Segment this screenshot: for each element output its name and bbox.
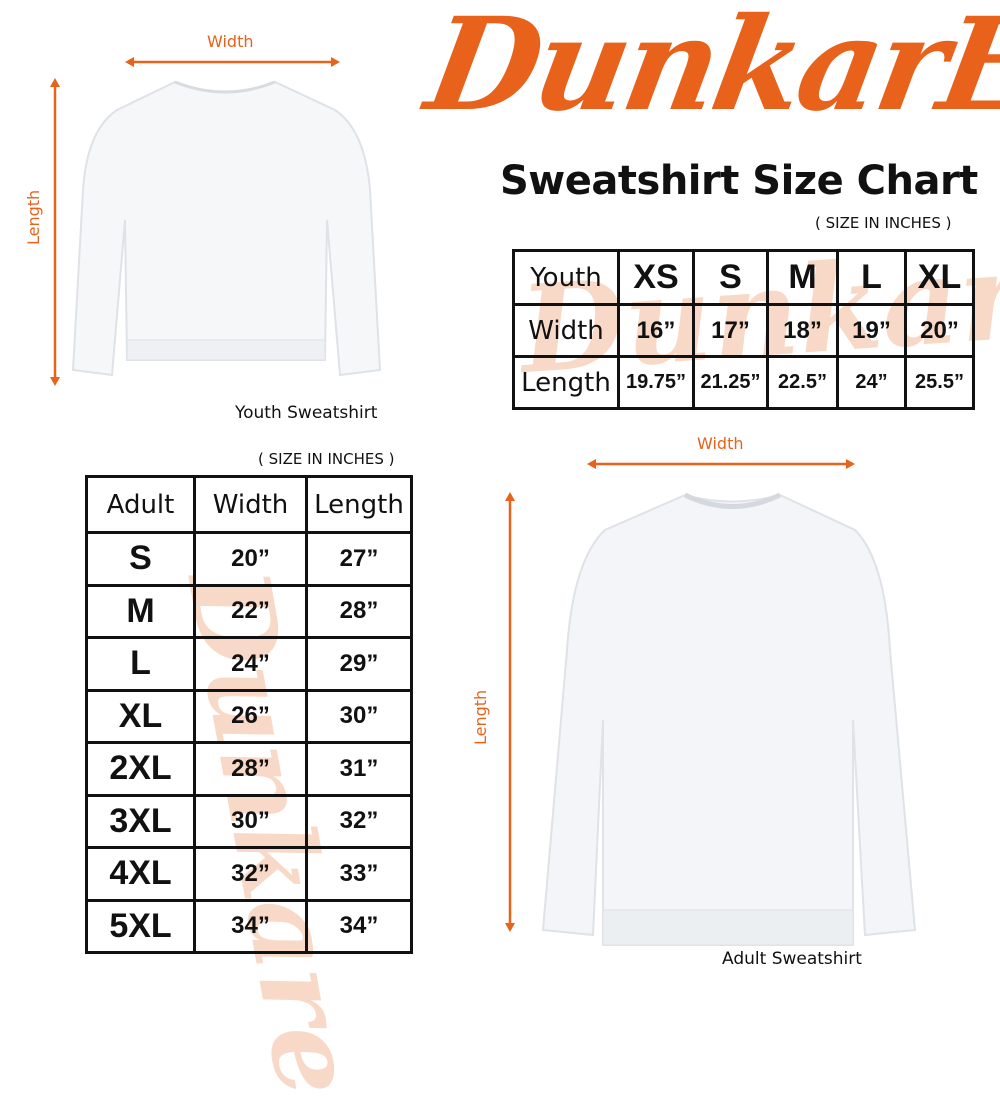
size-label: S xyxy=(85,531,196,587)
adult-width-label: Width xyxy=(697,434,744,453)
table-cell: 32” xyxy=(193,846,308,902)
size-label: 3XL xyxy=(85,793,196,849)
table-cell: 34” xyxy=(305,898,413,954)
adult-header-row: Adult Width Length xyxy=(85,475,413,534)
table-cell: 20” xyxy=(904,303,975,358)
table-cell: 30” xyxy=(193,793,308,849)
adult-units-note: ( SIZE IN INCHES ) xyxy=(258,450,395,468)
table-cell: 19” xyxy=(836,303,907,358)
adult-caption: Adult Sweatshirt xyxy=(722,949,862,969)
youth-length-arrow-icon xyxy=(50,78,60,386)
table-cell: 29” xyxy=(305,636,413,692)
table-cell: 24” xyxy=(836,355,907,410)
row-label: Length xyxy=(512,355,620,410)
table-cell: 17” xyxy=(692,303,769,358)
adult-size-table: Adult Width Length S 20” 27” M 22” 28” L 24” 29”… xyxy=(85,475,413,954)
adult-size-row: 4XL 32” 33” xyxy=(85,846,413,902)
table-cell: 21.25” xyxy=(692,355,769,410)
table-cell: 22” xyxy=(193,583,308,639)
table-cell: 32” xyxy=(305,793,413,849)
adult-size-row: M 22” 28” xyxy=(85,583,413,639)
size-label: 5XL xyxy=(85,898,196,954)
youth-width-label: Width xyxy=(207,32,254,51)
table-cell: 34” xyxy=(193,898,308,954)
row-label: Width xyxy=(512,303,620,358)
table-cell: 28” xyxy=(193,741,308,797)
table-cell: 30” xyxy=(305,688,413,744)
adult-size-row: S 20” 27” xyxy=(85,531,413,587)
adult-size-row: L 24” 29” xyxy=(85,636,413,692)
youth-header-cell: Youth xyxy=(512,249,620,306)
table-cell: 28” xyxy=(305,583,413,639)
table-cell: 24” xyxy=(193,636,308,692)
size-label: M xyxy=(85,583,196,639)
adult-header-cell: Width xyxy=(193,475,308,534)
size-label: XL xyxy=(85,688,196,744)
table-cell: 31” xyxy=(305,741,413,797)
table-cell: 18” xyxy=(766,303,839,358)
size-label: 4XL xyxy=(85,846,196,902)
youth-header-cell: XL xyxy=(904,249,975,306)
table-cell: 33” xyxy=(305,846,413,902)
youth-header-row: Youth XS S M L XL xyxy=(512,249,975,306)
youth-length-row: Length 19.75” 21.25” 22.5” 24” 25.5” xyxy=(512,355,975,410)
adult-size-row: XL 26” 30” xyxy=(85,688,413,744)
adult-size-row: 3XL 30” 32” xyxy=(85,793,413,849)
page-title: Sweatshirt Size Chart xyxy=(500,158,978,204)
youth-header-cell: L xyxy=(836,249,907,306)
adult-header-cell: Adult xyxy=(85,475,196,534)
adult-width-arrow-icon xyxy=(587,459,855,469)
table-cell: 22.5” xyxy=(766,355,839,410)
table-cell: 19.75” xyxy=(617,355,695,410)
youth-header-cell: XS xyxy=(617,249,695,306)
youth-width-arrow-icon xyxy=(125,57,340,67)
youth-width-row: Width 16” 17” 18” 19” 20” xyxy=(512,303,975,358)
adult-length-arrow-icon xyxy=(505,492,515,932)
youth-length-label: Length xyxy=(24,189,43,245)
brand-logo: DunkarE xyxy=(416,0,1000,140)
table-cell: 20” xyxy=(193,531,308,587)
size-label: L xyxy=(85,636,196,692)
adult-sweatshirt-image xyxy=(541,492,917,946)
youth-sweatshirt-image xyxy=(71,80,382,377)
adult-header-cell: Length xyxy=(305,475,413,534)
adult-size-row: 5XL 34” 34” xyxy=(85,898,413,954)
youth-header-cell: S xyxy=(692,249,769,306)
table-cell: 27” xyxy=(305,531,413,587)
table-cell: 16” xyxy=(617,303,695,358)
adult-size-row: 2XL 28” 31” xyxy=(85,741,413,797)
youth-caption: Youth Sweatshirt xyxy=(235,403,378,423)
table-cell: 26” xyxy=(193,688,308,744)
adult-length-label: Length xyxy=(471,689,490,745)
size-label: 2XL xyxy=(85,741,196,797)
youth-header-cell: M xyxy=(766,249,839,306)
youth-units-note: ( SIZE IN INCHES ) xyxy=(815,214,952,232)
youth-size-table: Youth XS S M L XL Width 16” 17” 18” 19” … xyxy=(512,249,975,410)
table-cell: 25.5” xyxy=(904,355,975,410)
